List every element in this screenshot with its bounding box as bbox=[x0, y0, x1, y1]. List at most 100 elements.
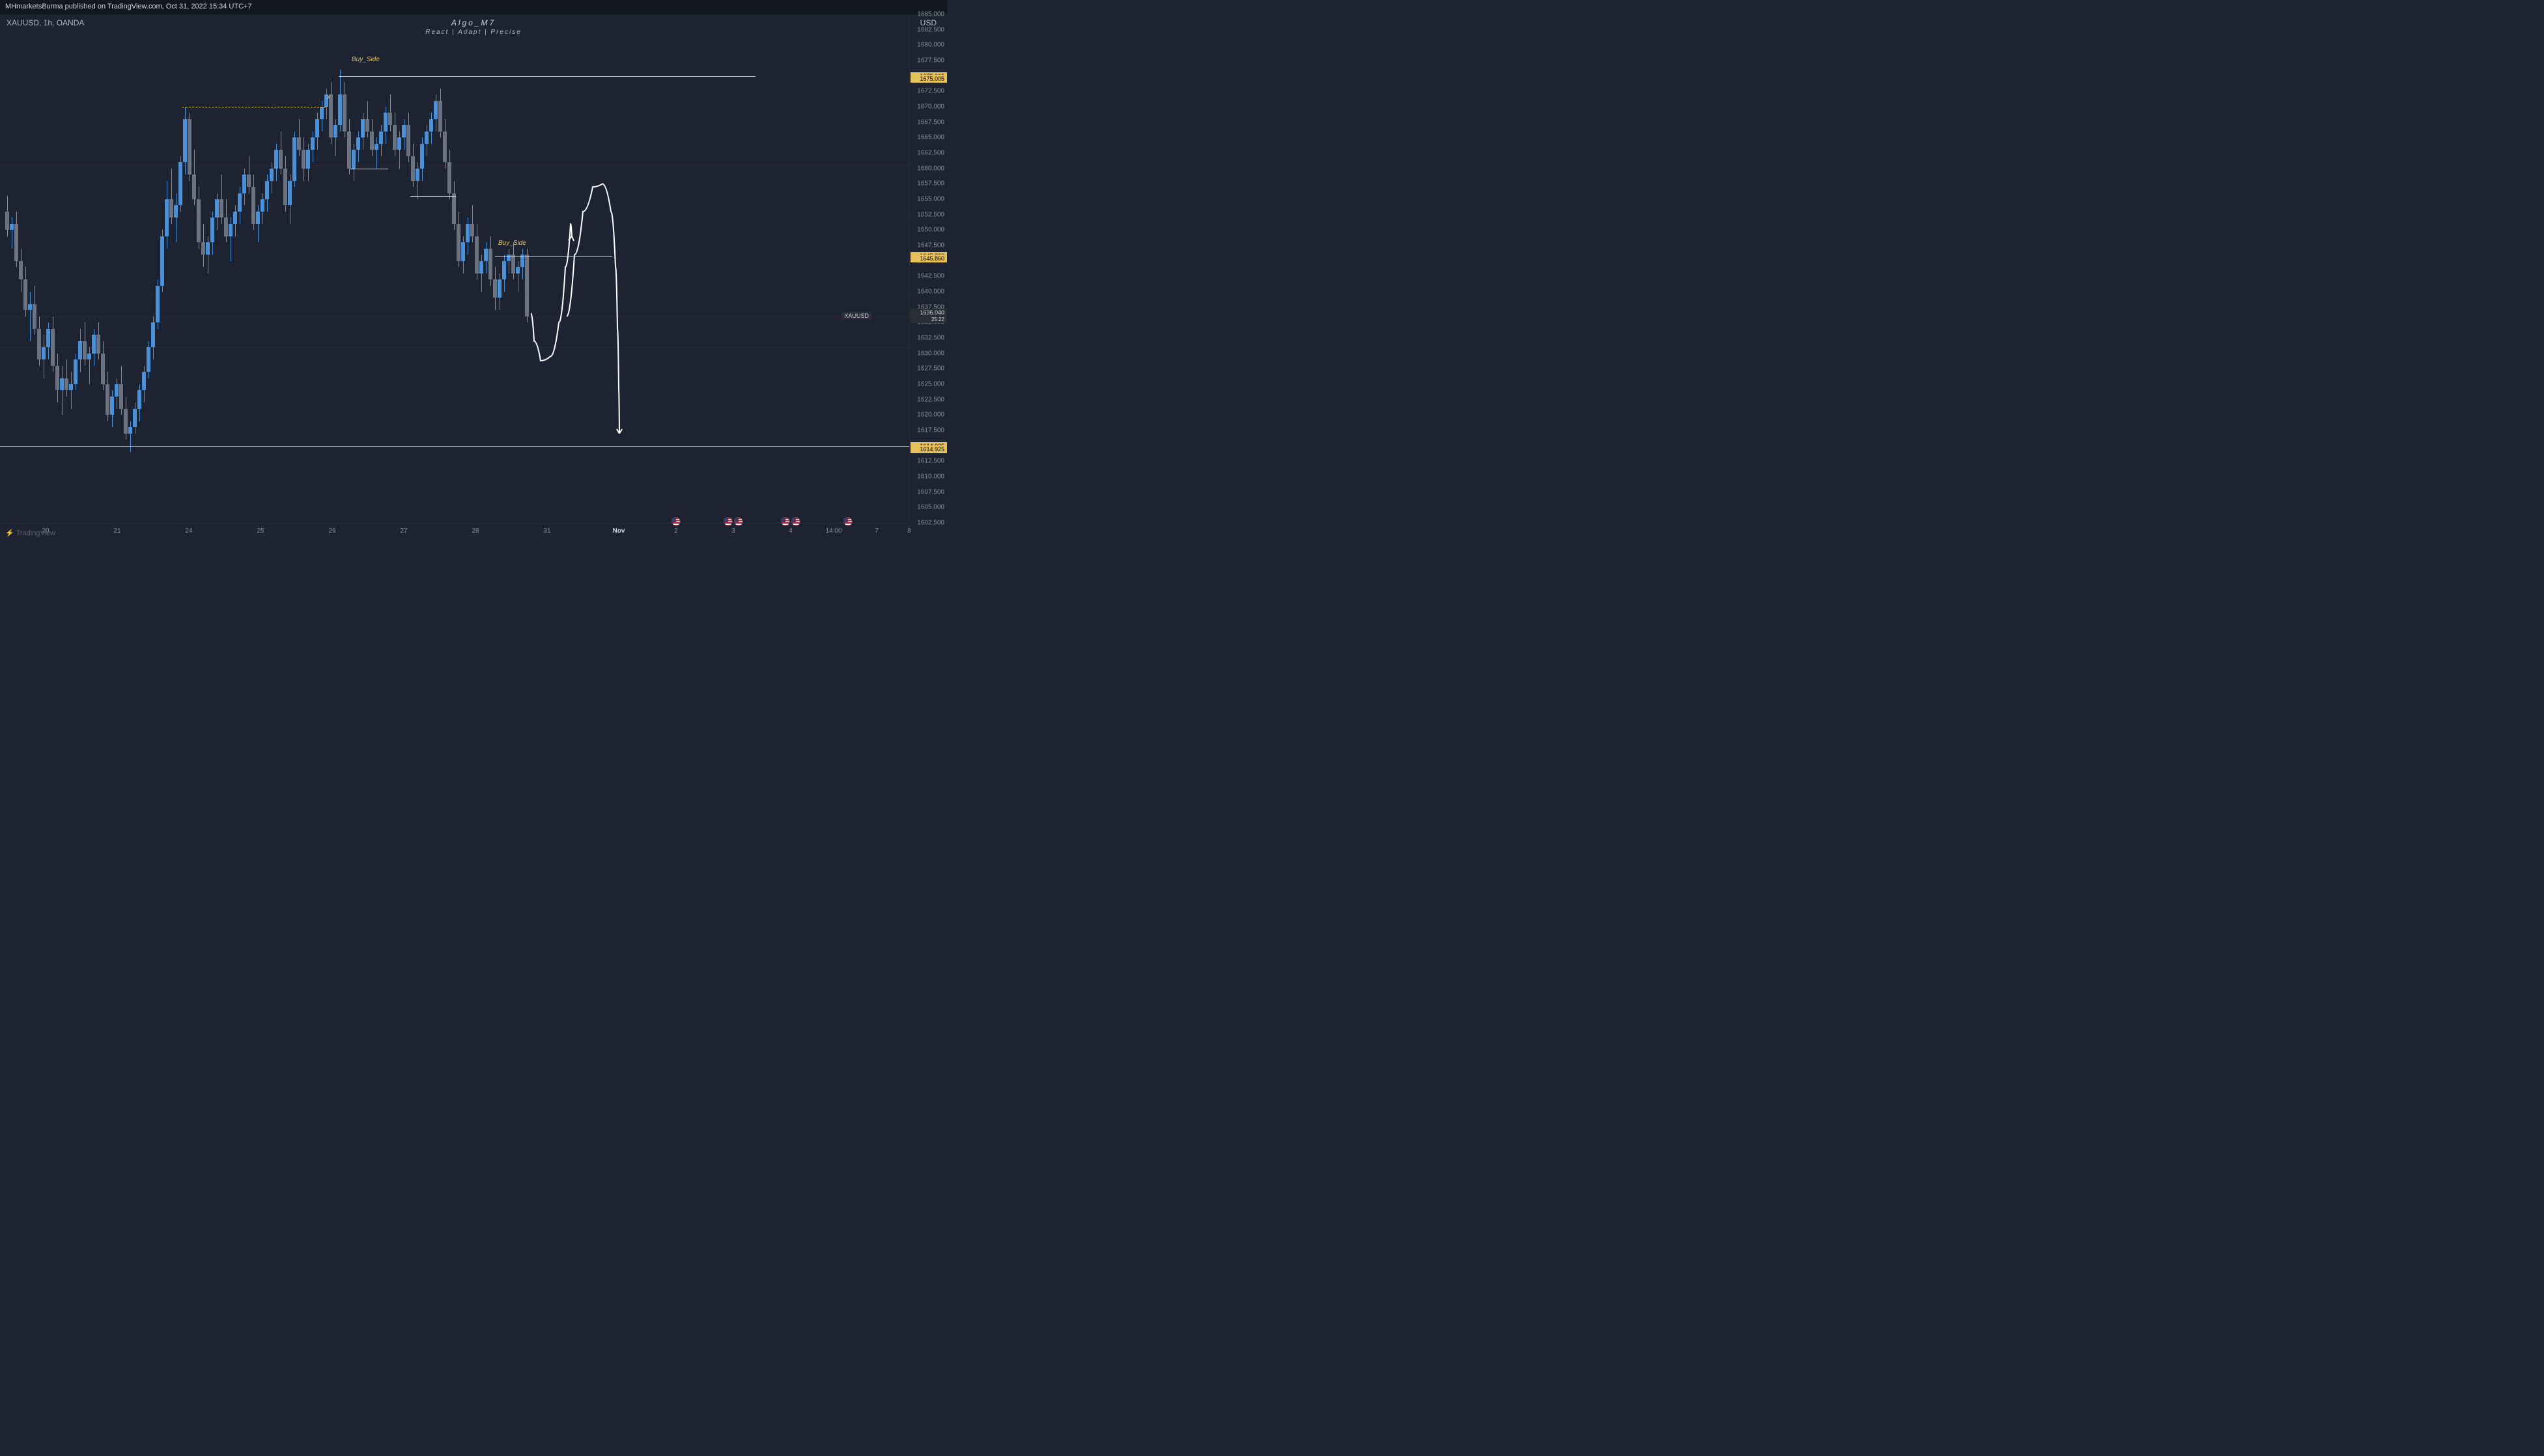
time-tick: 25 bbox=[257, 527, 264, 535]
price-tick: 1662.500 bbox=[917, 150, 944, 157]
price-tick: 1665.000 bbox=[917, 134, 944, 141]
time-axis[interactable]: 2021242526272831Nov23414:0078 bbox=[0, 523, 909, 542]
candle-wick bbox=[176, 193, 177, 243]
candle-wick bbox=[376, 137, 377, 168]
candle-body bbox=[46, 329, 50, 347]
candle-body bbox=[64, 378, 68, 391]
candle-body bbox=[142, 372, 146, 390]
candle-body bbox=[416, 169, 419, 181]
candle-wick bbox=[71, 372, 72, 409]
candle-body bbox=[229, 224, 233, 236]
candle-body bbox=[338, 94, 342, 125]
candle-body bbox=[151, 322, 155, 347]
horizontal-line[interactable] bbox=[339, 76, 756, 77]
candle-body bbox=[516, 267, 520, 273]
candle-body bbox=[42, 347, 46, 359]
candle-body bbox=[502, 261, 506, 279]
price-tick: 1680.000 bbox=[917, 42, 944, 49]
candle-body bbox=[498, 279, 502, 298]
price-tick: 1642.500 bbox=[917, 273, 944, 280]
time-tick: 8 bbox=[907, 527, 911, 535]
price-tick: 1672.500 bbox=[917, 88, 944, 95]
candle-body bbox=[92, 335, 96, 353]
candle-body bbox=[525, 255, 529, 316]
candle-body bbox=[434, 101, 438, 119]
candle-body bbox=[233, 212, 237, 224]
candle-wick bbox=[130, 421, 131, 452]
text-annotation[interactable]: x bbox=[327, 94, 330, 101]
candle-body bbox=[247, 175, 251, 187]
price-tick: 1625.000 bbox=[917, 381, 944, 388]
candle-body bbox=[470, 224, 474, 236]
candle-body bbox=[279, 150, 283, 168]
time-tick: 28 bbox=[472, 527, 479, 535]
candle-body bbox=[238, 193, 242, 212]
candle-body bbox=[370, 132, 374, 150]
price-tick: 1622.500 bbox=[917, 396, 944, 403]
candle-body bbox=[174, 205, 178, 217]
time-tick: 27 bbox=[400, 527, 407, 535]
candle-body bbox=[420, 144, 424, 169]
price-tick: 1677.500 bbox=[917, 57, 944, 64]
time-tick: 26 bbox=[328, 527, 335, 535]
candle-body bbox=[411, 156, 415, 181]
candle-body bbox=[384, 113, 388, 131]
price-axis[interactable]: 1602.5001605.0001607.5001610.0001612.500… bbox=[909, 14, 947, 523]
candle-body bbox=[520, 255, 524, 267]
candle-body bbox=[183, 119, 187, 162]
candle-body bbox=[315, 119, 319, 137]
text-annotation[interactable]: Buy_Side bbox=[498, 240, 526, 247]
faint-level-line bbox=[0, 165, 909, 166]
candle-body bbox=[452, 193, 456, 224]
price-tick: 1617.500 bbox=[917, 427, 944, 434]
candle-body bbox=[14, 224, 18, 261]
price-tag: 1645.860 bbox=[911, 255, 947, 262]
horizontal-line[interactable] bbox=[495, 256, 612, 257]
candle-body bbox=[488, 249, 492, 279]
candle-body bbox=[306, 150, 310, 168]
candle-body bbox=[479, 261, 483, 273]
horizontal-line[interactable] bbox=[410, 196, 456, 197]
candle-body bbox=[10, 224, 14, 230]
candle-body bbox=[251, 187, 255, 224]
time-tick: Nov bbox=[613, 527, 625, 535]
candle-body bbox=[461, 242, 465, 260]
price-tick: 1620.000 bbox=[917, 412, 944, 419]
candle-wick bbox=[62, 366, 63, 415]
chart-container: MHmarketsBurma published on TradingView.… bbox=[0, 0, 947, 542]
plot-area[interactable]: XAUUSDBuy_SideBuy_Sidex bbox=[0, 14, 909, 523]
text-annotation[interactable]: Buy_Side bbox=[352, 56, 380, 63]
candle-body bbox=[457, 224, 460, 261]
candle-body bbox=[270, 169, 274, 181]
time-tick: 24 bbox=[185, 527, 192, 535]
price-tick: 1602.500 bbox=[917, 520, 944, 527]
candle-body bbox=[156, 286, 160, 323]
price-tick: 1627.500 bbox=[917, 365, 944, 372]
candle-body bbox=[219, 199, 223, 217]
candle-body bbox=[165, 199, 169, 236]
faint-level-line bbox=[0, 316, 909, 317]
candle-body bbox=[69, 384, 73, 390]
candle-body bbox=[160, 236, 164, 286]
candle-body bbox=[115, 384, 119, 397]
candle-body bbox=[87, 354, 91, 359]
candle-body bbox=[55, 366, 59, 391]
candle-body bbox=[393, 125, 397, 150]
candle-body bbox=[256, 212, 260, 224]
candle-body bbox=[511, 255, 515, 273]
candle-body bbox=[206, 242, 210, 255]
candle-body bbox=[274, 150, 278, 168]
price-tag: 1636.04025:22 bbox=[911, 309, 947, 323]
candle-body bbox=[365, 119, 369, 132]
candle-body bbox=[78, 341, 82, 359]
candle-body bbox=[493, 279, 497, 298]
faint-level-line bbox=[0, 347, 909, 348]
candle-body bbox=[347, 132, 351, 169]
candle-body bbox=[356, 137, 360, 150]
horizontal-line[interactable] bbox=[0, 446, 909, 447]
price-tick: 1655.000 bbox=[917, 196, 944, 203]
time-tick: 14:00 bbox=[825, 527, 841, 535]
candle-body bbox=[210, 217, 214, 242]
candle-body bbox=[265, 181, 269, 199]
price-tick: 1652.500 bbox=[917, 211, 944, 218]
